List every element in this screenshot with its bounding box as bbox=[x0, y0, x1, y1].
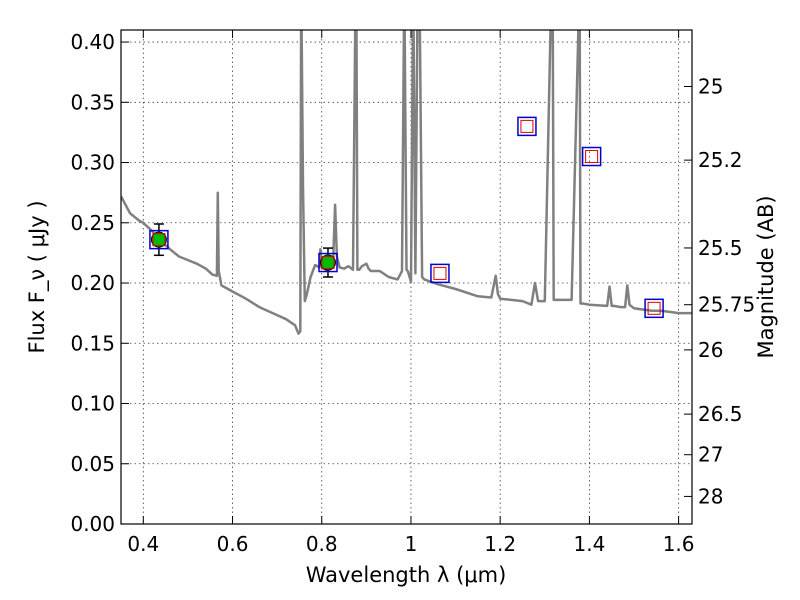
model-photometry-outer-square bbox=[581, 146, 602, 167]
y-tick-label: 0.00 bbox=[70, 512, 115, 536]
y-tick-label: 0.35 bbox=[70, 90, 115, 114]
y-tick-label: 0.10 bbox=[70, 392, 115, 416]
x-axis-ticks: 0.4 0.6 0.8 1 1.2 1.4 1.6 bbox=[127, 30, 695, 556]
x-tick-label: 0.4 bbox=[127, 532, 159, 556]
x-tick-label: 1.6 bbox=[663, 532, 695, 556]
model-photometry-outer-square bbox=[318, 252, 338, 273]
model-photometry-inner-square bbox=[585, 150, 599, 164]
y-tick-label: 0.25 bbox=[70, 211, 115, 235]
right-tick-label: 25.2 bbox=[698, 148, 743, 172]
right-tick-label: 27 bbox=[698, 443, 723, 467]
model-photometry-inner-square bbox=[647, 301, 661, 315]
right-tick-label: 26 bbox=[698, 338, 723, 362]
y-tick-label: 0.40 bbox=[70, 30, 115, 54]
x-tick-label: 0.6 bbox=[217, 532, 249, 556]
x-axis-label: Wavelength λ (μm) bbox=[306, 563, 507, 587]
model-photometry-inner-square bbox=[321, 256, 335, 270]
right-tick-label: 28 bbox=[698, 484, 723, 508]
right-axis-label: Magnitude (AB) bbox=[754, 195, 778, 358]
model-photometry-outer-square bbox=[430, 263, 450, 284]
model-photometry-outer-square bbox=[644, 298, 664, 319]
right-axis-ticks: 25 25.2 25.5 25.75 26 26.5 27 28 bbox=[684, 75, 755, 508]
right-tick-label: 25.75 bbox=[698, 293, 755, 317]
observed-point bbox=[319, 254, 336, 271]
right-tick-label: 25.5 bbox=[698, 236, 743, 260]
x-tick-label: 1 bbox=[405, 532, 418, 556]
right-tick-label: 25 bbox=[698, 75, 723, 99]
sed-model-line bbox=[121, 30, 692, 335]
y-axis-ticks: 0.00 0.05 0.10 0.15 0.20 0.25 0.30 0.35 0.40 bbox=[70, 30, 129, 536]
model-photometry-inner-square bbox=[520, 119, 534, 133]
model-photometry-inner-square bbox=[433, 266, 447, 280]
y-tick-label: 0.20 bbox=[70, 271, 115, 295]
model-photometry-inner-square bbox=[152, 233, 166, 247]
x-tick-label: 1.4 bbox=[573, 532, 605, 556]
y-tick-label: 0.15 bbox=[70, 331, 115, 355]
x-tick-label: 1.2 bbox=[484, 532, 516, 556]
model-photometry-outer-square bbox=[149, 229, 169, 250]
model-photometry-outer-square bbox=[517, 116, 537, 137]
observed-points-layer bbox=[150, 223, 336, 278]
y-axis-label: Flux F_ν ( μJy ) bbox=[25, 200, 50, 353]
plot-frame bbox=[120, 29, 693, 525]
y-tick-label: 0.05 bbox=[70, 452, 115, 476]
sed-model-layer bbox=[121, 30, 692, 335]
y-tick-label: 0.30 bbox=[70, 151, 115, 175]
grid-lines bbox=[121, 30, 692, 525]
right-tick-label: 26.5 bbox=[698, 402, 743, 426]
x-tick-label: 0.8 bbox=[306, 532, 338, 556]
model-photometry-layer bbox=[149, 116, 664, 319]
observed-point bbox=[150, 231, 167, 248]
